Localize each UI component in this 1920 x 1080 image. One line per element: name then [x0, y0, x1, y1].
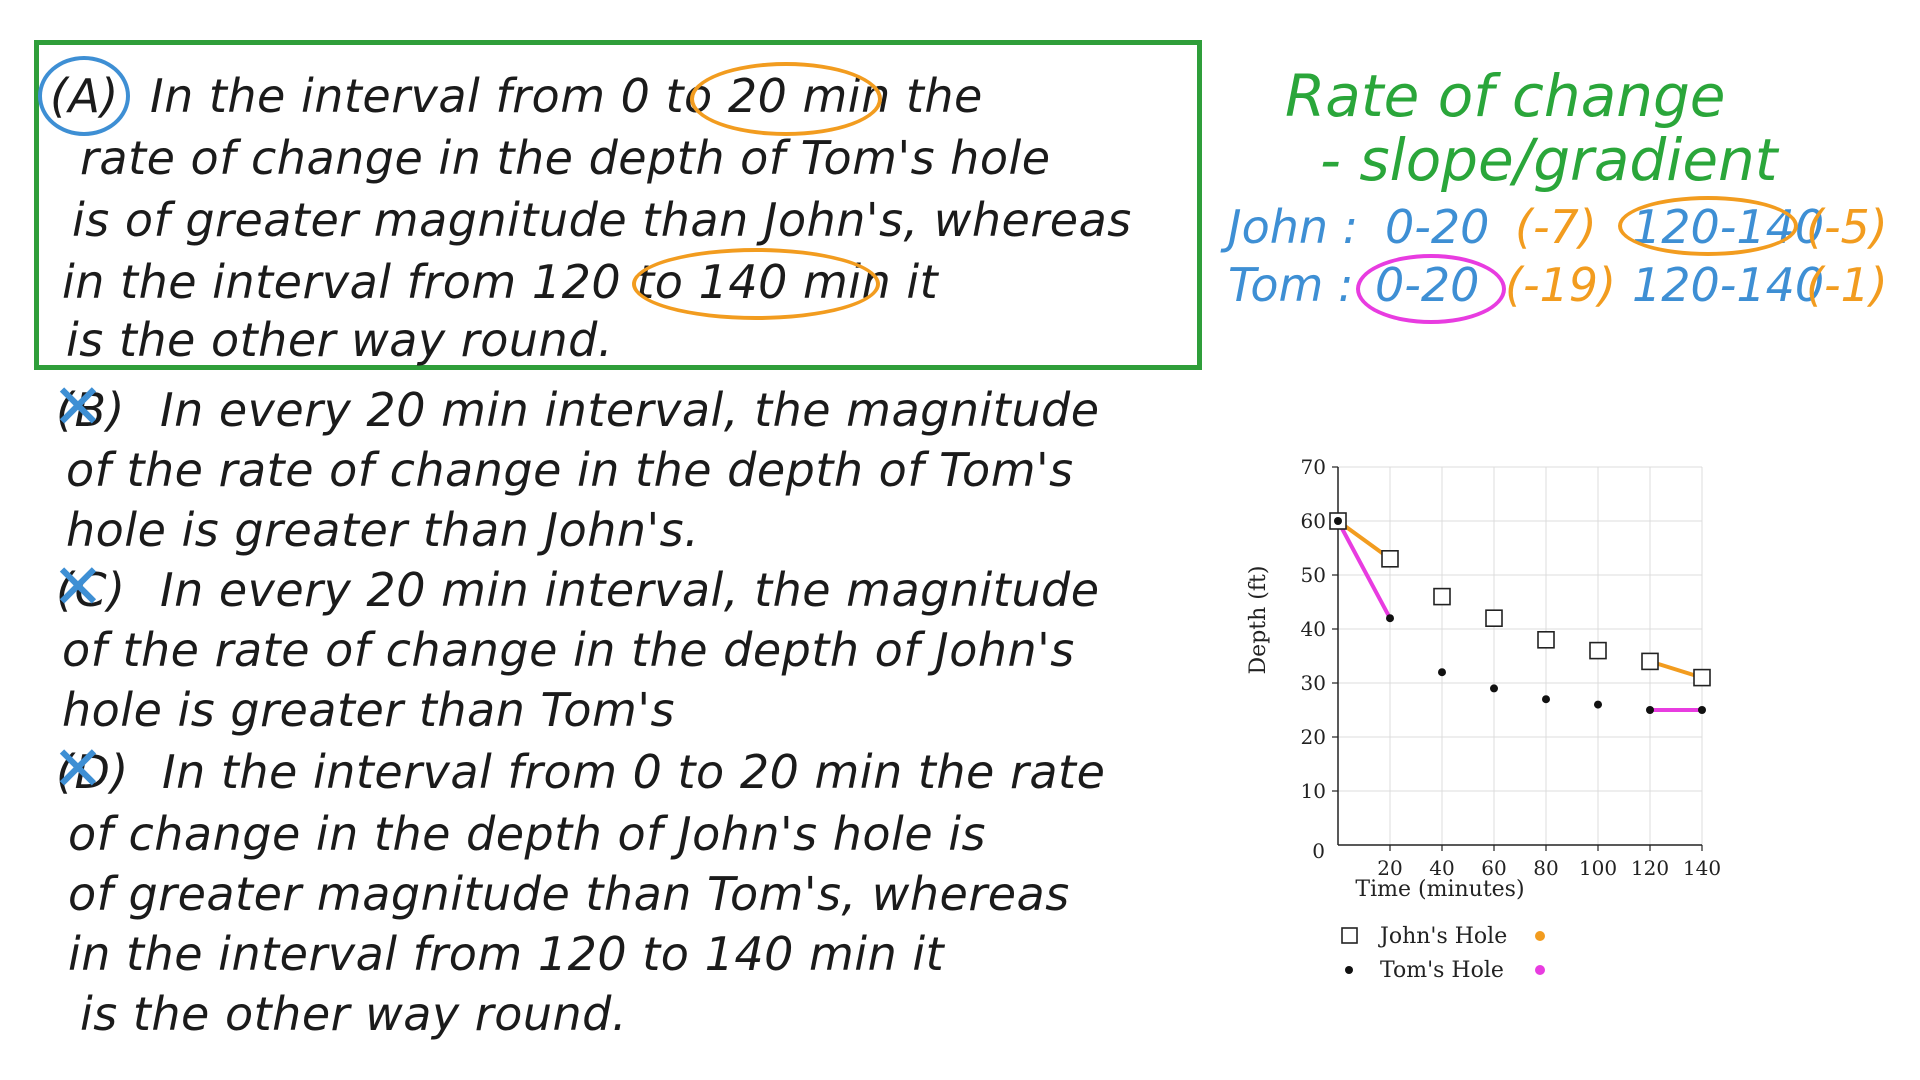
- option-b-cross: ✕: [52, 370, 104, 443]
- legend-label-1: Tom's Hole: [1380, 958, 1504, 983]
- option-d-line-4: in the interval from 120 to 140 min it: [68, 927, 945, 981]
- y-tick-label-20: 20: [1301, 725, 1326, 749]
- chart-axes: [1337, 467, 1702, 846]
- option-a-label: (A): [50, 69, 119, 123]
- notes-john-rate-2: (-5): [1806, 200, 1888, 254]
- highlight-segment-2: [1336, 519, 1392, 621]
- notes-tom-range-2: 120-140: [1632, 258, 1825, 312]
- y-axis-title: Depth (ft): [1246, 566, 1271, 675]
- y-tick-label-50: 50: [1301, 563, 1326, 587]
- correct-answer-box: [34, 40, 1202, 370]
- legend-marker-toms-hole: [1345, 966, 1353, 974]
- johns-hole-point-60: [1485, 609, 1503, 627]
- y-tick-label-70: 70: [1301, 455, 1326, 479]
- johns-hole-point-80: [1537, 631, 1555, 649]
- legend-marker-johns-hole: [1341, 927, 1358, 944]
- toms-hole-point-140: [1698, 706, 1706, 714]
- depth-chart: 20 40 60 80 100 120 140 10 20 30 40 50 60 70 Depth (f…: [1246, 455, 1722, 983]
- notes-tom-rate-1: (-19): [1505, 258, 1617, 312]
- option-d-line-2: of change in the depth of John's hole is: [68, 807, 987, 861]
- option-c-line-2: of the rate of change in the depth of Jo…: [62, 623, 1075, 677]
- toms-hole-point-0: [1334, 517, 1342, 525]
- x-tick-label-80: 80: [1533, 856, 1558, 880]
- notes-tom-label: Tom :: [1228, 258, 1354, 312]
- option-c-label: (C): [56, 563, 126, 617]
- y-tick-label-40: 40: [1301, 617, 1326, 641]
- chart-legend: John's Hole Tom's Hole: [1341, 924, 1545, 983]
- johns-hole-point-20: [1381, 550, 1399, 568]
- toms-hole-point-20: [1386, 614, 1394, 623]
- highlight-john-120-140: [1618, 196, 1798, 256]
- x-tick-label-140: 140: [1683, 856, 1721, 880]
- option-b-line-1: In every 20 min interval, the magnitude: [160, 383, 1100, 437]
- x-tick-label-120: 120: [1631, 856, 1669, 880]
- option-c-line-3: hole is greater than Tom's: [62, 683, 675, 737]
- option-d-line-5: is the other way round.: [80, 987, 627, 1041]
- notes-title-1: Rate of change: [1285, 62, 1726, 130]
- toms-hole-point-120: [1646, 706, 1654, 714]
- option-c-line-1: In every 20 min interval, the magnitude: [160, 563, 1100, 617]
- toms-hole-point-40: [1438, 668, 1446, 677]
- legend-color-dot-0: [1535, 931, 1545, 941]
- highlight-120-to-140: [632, 248, 880, 320]
- johns-hole-point-120: [1641, 652, 1659, 671]
- option-b-label: (B): [56, 383, 125, 437]
- y-tick-label-60: 60: [1301, 509, 1326, 533]
- x-tick-label-20: 20: [1377, 856, 1402, 880]
- notes-john-label: John :: [1228, 200, 1359, 254]
- chart-points: [1329, 512, 1711, 714]
- x-tick-label-40: 40: [1429, 856, 1454, 880]
- option-b-line-3: hole is greater than John's.: [66, 503, 700, 557]
- x-tick-label-60: 60: [1481, 856, 1506, 880]
- chart-grid: [1338, 466, 1703, 845]
- y-tick-label-10: 10: [1301, 779, 1326, 803]
- legend-color-dot-1: [1535, 965, 1545, 975]
- option-b-line-2: of the rate of change in the depth of To…: [66, 443, 1074, 497]
- origin-label: 0: [1312, 839, 1325, 863]
- notes-tom-rate-2: (-1): [1806, 258, 1888, 312]
- option-a-line-3: is of greater magnitude than John's, whe…: [72, 193, 1132, 247]
- notes-title-2: - slope/gradient: [1320, 126, 1778, 194]
- option-d-label: (D): [56, 745, 129, 799]
- chart-ticks: 20 40 60 80 100 120 140 10 20 30 40 50 60 70: [1301, 455, 1722, 880]
- johns-hole-point-140: [1693, 668, 1711, 687]
- notes-john-rate-1: (-7): [1515, 200, 1597, 254]
- y-tick-label-30: 30: [1301, 671, 1326, 695]
- johns-hole-point-100: [1589, 641, 1607, 660]
- toms-hole-point-60: [1490, 684, 1498, 693]
- option-a-line-5: is the other way round.: [66, 313, 613, 367]
- legend-label-0: John's Hole: [1378, 924, 1507, 949]
- option-d-line-3: of greater magnitude than Tom's, whereas: [68, 867, 1070, 921]
- highlight-tom-0-20: [1356, 254, 1506, 324]
- option-a-circle: [38, 56, 130, 136]
- x-tick-label-100: 100: [1579, 856, 1617, 880]
- option-d-line-1: In the interval from 0 to 20 min the rat…: [162, 745, 1106, 799]
- option-a-line-2: rate of change in the depth of Tom's hol…: [80, 131, 1051, 185]
- notes-john-range-1: 0-20: [1385, 200, 1490, 254]
- johns-hole-point-40: [1433, 587, 1451, 606]
- toms-hole-point-80: [1542, 695, 1550, 704]
- x-axis-title: Time (minutes): [1355, 877, 1524, 902]
- option-d-cross: ✕: [52, 732, 104, 805]
- option-c-cross: ✕: [52, 550, 104, 623]
- toms-hole-point-100: [1594, 700, 1602, 709]
- highlight-0-to-20: [690, 62, 882, 136]
